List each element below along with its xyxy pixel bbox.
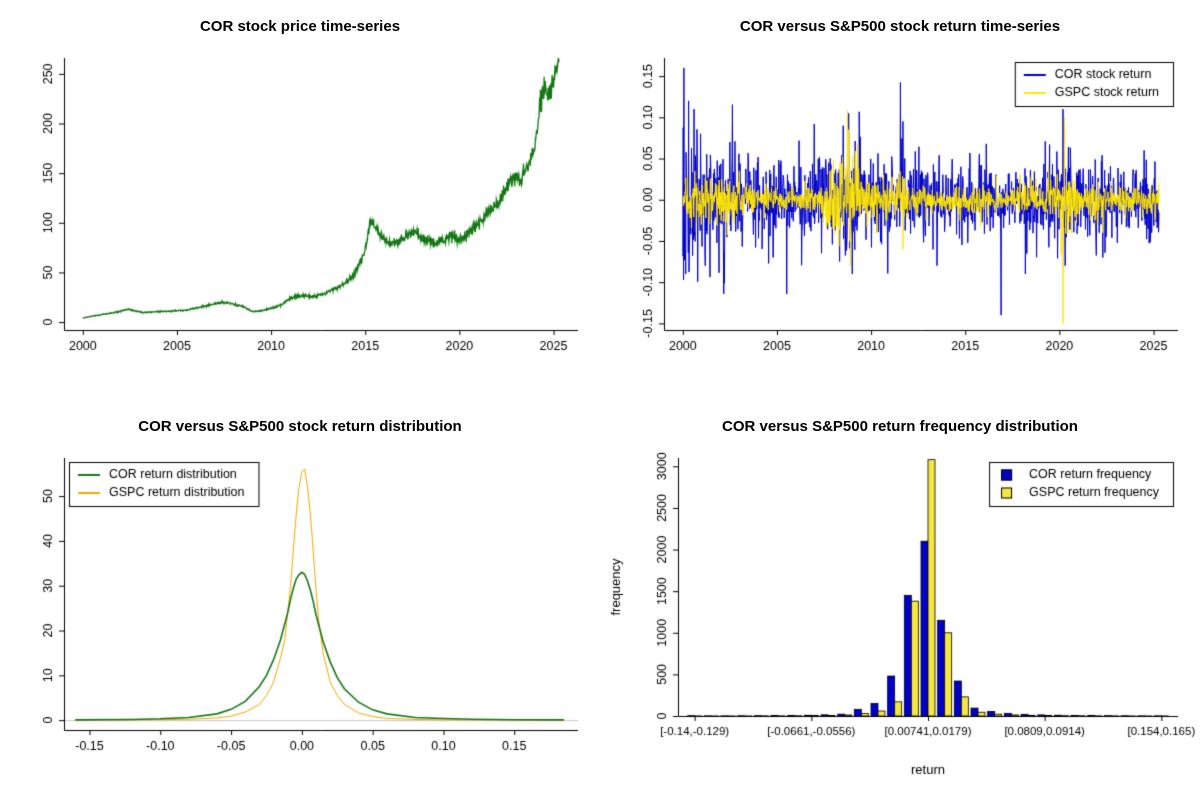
panel-price-timeseries: COR stock price time-series <box>0 0 600 400</box>
return-timeseries-chart <box>600 44 1200 400</box>
panel-return-timeseries: COR versus S&P500 stock return time-seri… <box>600 0 1200 400</box>
return-chart-title: COR versus S&P500 stock return time-seri… <box>739 18 1061 35</box>
panel-return-distribution: COR versus S&P500 stock return distribut… <box>0 400 600 800</box>
price-timeseries-chart <box>0 44 600 400</box>
price-chart-title: COR stock price time-series <box>199 18 401 35</box>
return-frequency-chart <box>600 444 1200 800</box>
panel-return-frequency: COR versus S&P500 return frequency distr… <box>600 400 1200 800</box>
return-distribution-chart <box>0 444 600 800</box>
frequency-chart-title: COR versus S&P500 return frequency distr… <box>722 418 1078 435</box>
distribution-chart-title: COR versus S&P500 stock return distribut… <box>138 418 462 435</box>
